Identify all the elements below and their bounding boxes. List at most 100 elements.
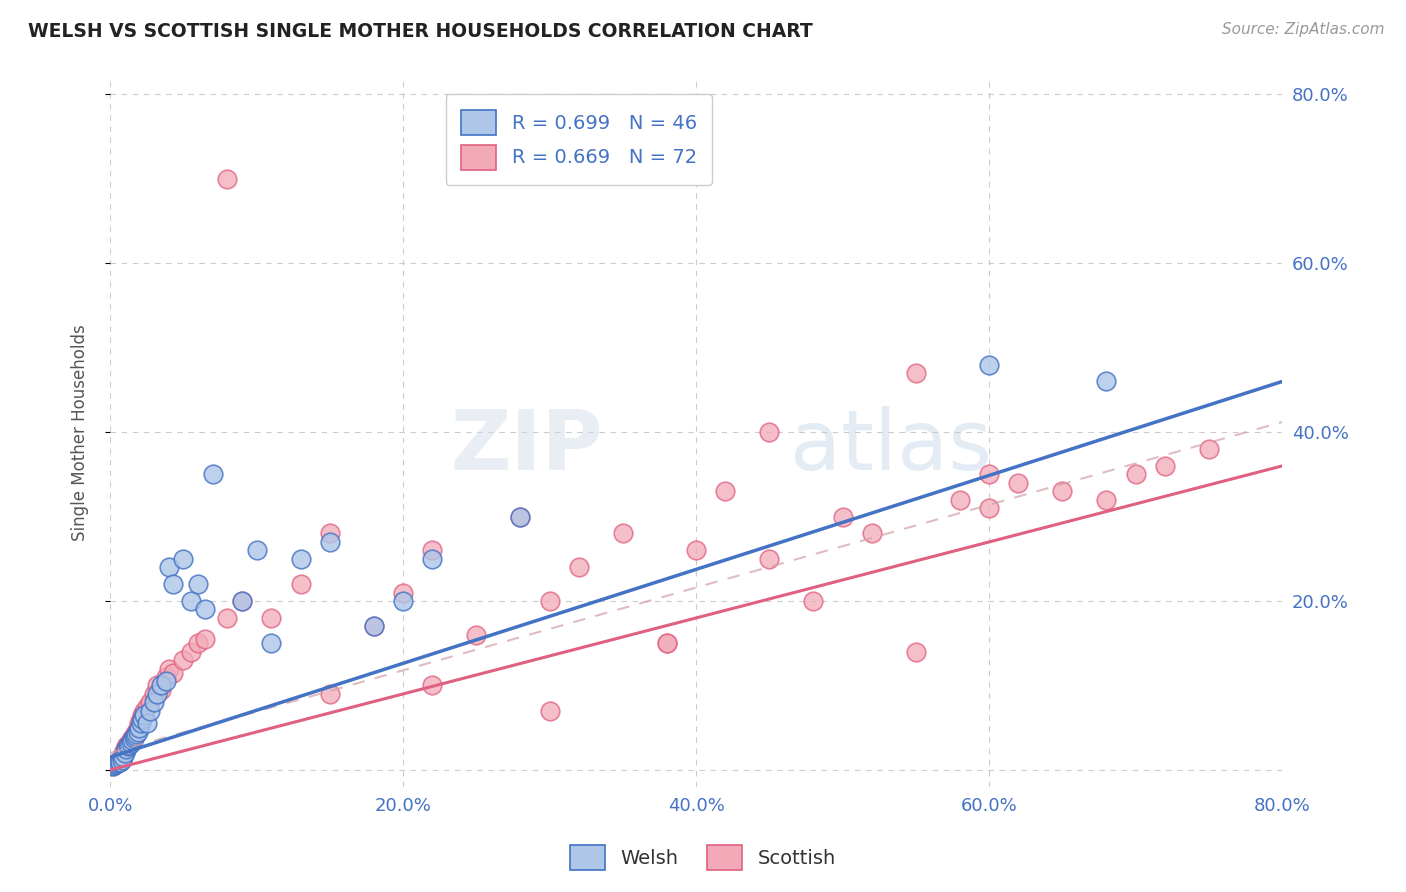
- Point: [319, 687, 342, 701]
- Point: [105, 756, 128, 770]
- Point: [112, 746, 135, 760]
- Point: [124, 727, 146, 741]
- Point: [138, 704, 160, 718]
- Point: [121, 731, 143, 745]
- Point: [217, 611, 239, 625]
- Point: [465, 628, 488, 642]
- Point: [143, 687, 166, 701]
- Point: [155, 674, 177, 689]
- Point: [117, 738, 139, 752]
- Point: [150, 678, 173, 692]
- Point: [187, 577, 209, 591]
- Point: [904, 645, 927, 659]
- Point: [111, 750, 134, 764]
- Point: [217, 171, 239, 186]
- Point: [105, 756, 128, 771]
- Text: atlas: atlas: [790, 406, 991, 487]
- Point: [104, 756, 127, 771]
- Point: [538, 704, 561, 718]
- Point: [319, 526, 342, 541]
- Point: [157, 662, 180, 676]
- Point: [115, 739, 138, 754]
- Point: [979, 358, 1001, 372]
- Text: ZIP: ZIP: [450, 406, 602, 487]
- Point: [655, 636, 678, 650]
- Point: [290, 551, 312, 566]
- Point: [1095, 492, 1118, 507]
- Point: [115, 742, 138, 756]
- Point: [949, 492, 972, 507]
- Point: [108, 755, 131, 769]
- Point: [129, 716, 152, 731]
- Point: [131, 712, 153, 726]
- Point: [509, 509, 531, 524]
- Point: [108, 756, 131, 770]
- Point: [860, 526, 883, 541]
- Point: [100, 758, 122, 772]
- Point: [1095, 375, 1118, 389]
- Point: [103, 757, 125, 772]
- Point: [231, 594, 253, 608]
- Point: [260, 636, 283, 650]
- Point: [363, 619, 385, 633]
- Point: [392, 594, 415, 608]
- Point: [979, 467, 1001, 482]
- Point: [101, 757, 124, 772]
- Point: [319, 535, 342, 549]
- Point: [157, 560, 180, 574]
- Point: [114, 746, 136, 760]
- Point: [118, 738, 141, 752]
- Legend: Welsh, Scottish: Welsh, Scottish: [562, 838, 844, 878]
- Point: [758, 425, 780, 439]
- Point: [143, 695, 166, 709]
- Point: [111, 753, 134, 767]
- Point: [150, 682, 173, 697]
- Point: [422, 678, 444, 692]
- Point: [538, 594, 561, 608]
- Point: [110, 753, 132, 767]
- Point: [201, 467, 224, 482]
- Point: [509, 509, 531, 524]
- Point: [363, 619, 385, 633]
- Point: [120, 733, 142, 747]
- Point: [392, 585, 415, 599]
- Point: [132, 708, 155, 723]
- Text: WELSH VS SCOTTISH SINGLE MOTHER HOUSEHOLDS CORRELATION CHART: WELSH VS SCOTTISH SINGLE MOTHER HOUSEHOL…: [28, 22, 813, 41]
- Point: [801, 594, 824, 608]
- Point: [979, 501, 1001, 516]
- Point: [135, 716, 157, 731]
- Point: [114, 742, 136, 756]
- Text: Source: ZipAtlas.com: Source: ZipAtlas.com: [1222, 22, 1385, 37]
- Point: [125, 727, 148, 741]
- Point: [122, 731, 145, 745]
- Point: [146, 678, 169, 692]
- Point: [1125, 467, 1147, 482]
- Point: [121, 733, 143, 747]
- Point: [685, 543, 707, 558]
- Point: [112, 750, 135, 764]
- Point: [138, 695, 160, 709]
- Point: [132, 704, 155, 718]
- Point: [101, 758, 124, 772]
- Point: [122, 729, 145, 743]
- Point: [1007, 475, 1029, 490]
- Point: [290, 577, 312, 591]
- Point: [118, 736, 141, 750]
- Point: [194, 602, 217, 616]
- Point: [120, 736, 142, 750]
- Point: [904, 366, 927, 380]
- Point: [231, 594, 253, 608]
- Point: [180, 645, 202, 659]
- Point: [568, 560, 591, 574]
- Point: [172, 653, 194, 667]
- Point: [260, 611, 283, 625]
- Point: [135, 699, 157, 714]
- Point: [714, 484, 737, 499]
- Point: [1052, 484, 1074, 499]
- Point: [155, 670, 177, 684]
- Point: [245, 543, 267, 558]
- Point: [655, 636, 678, 650]
- Point: [758, 551, 780, 566]
- Point: [146, 687, 169, 701]
- Point: [1154, 458, 1177, 473]
